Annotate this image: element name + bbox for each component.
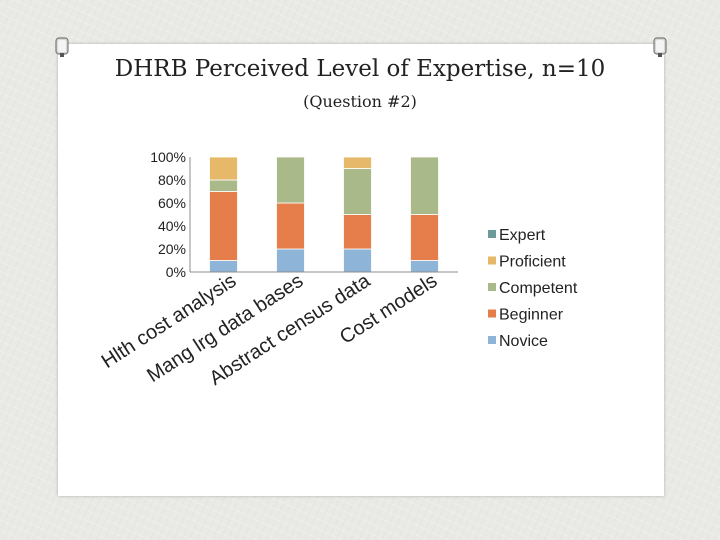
bar-segment-proficient (343, 156, 372, 169)
legend-swatch (488, 256, 496, 265)
legend-swatch (488, 336, 496, 344)
bar-segment-novice (276, 248, 305, 273)
bar-segment-beginner (410, 214, 439, 261)
pushpin-icon (653, 37, 667, 57)
bar-segment-beginner (343, 214, 372, 250)
y-tick-label: 100% (150, 149, 186, 165)
legend-swatch (488, 283, 496, 291)
bar-segment-competent (343, 168, 372, 215)
legend-label: Expert (499, 227, 546, 244)
y-tick-label: 40% (158, 218, 186, 234)
bar-segment-competent (209, 179, 238, 192)
y-tick-label: 0% (166, 264, 186, 280)
bar-segment-novice (343, 248, 372, 273)
legend-swatch (488, 309, 496, 318)
bar-segment-competent (276, 156, 305, 204)
legend-label: Proficient (499, 254, 566, 271)
bar-segment-beginner (276, 202, 305, 250)
y-tick-label: 20% (158, 241, 186, 257)
legend-label: Competent (499, 280, 578, 297)
bar-segment-beginner (209, 191, 238, 261)
page-title: DHRB Perceived Level of Expertise, n=10 (114, 56, 606, 82)
pushpin-icon (55, 37, 69, 57)
bar-segment-proficient (209, 156, 238, 181)
y-tick-label: 80% (158, 172, 186, 188)
page-subtitle: (Question #2) (303, 92, 417, 111)
legend-swatch (488, 230, 496, 238)
bar-segment-novice (209, 260, 238, 273)
y-tick-label: 60% (158, 195, 186, 211)
legend-label: Beginner (499, 307, 564, 324)
legend-label: Novice (499, 333, 548, 350)
bar-segment-competent (410, 156, 439, 215)
bar-segment-novice (410, 260, 439, 273)
